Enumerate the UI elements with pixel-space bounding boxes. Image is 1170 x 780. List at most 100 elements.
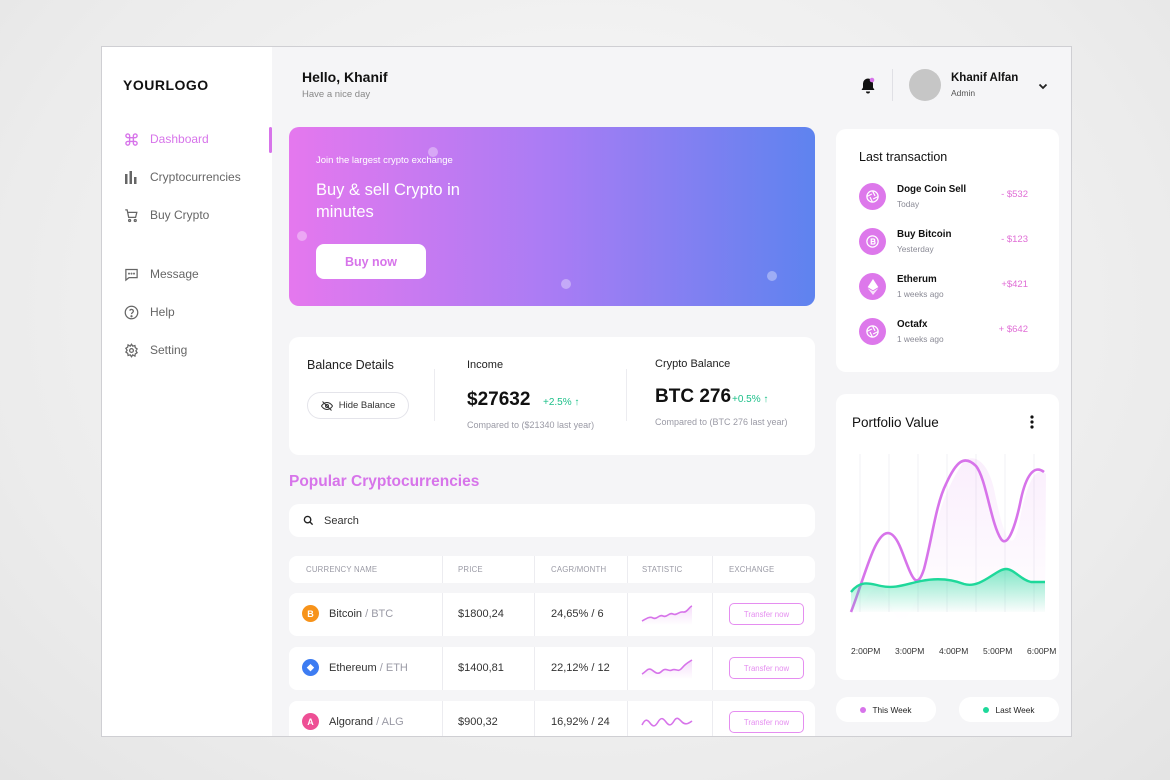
transaction-name: Etherum <box>897 274 937 285</box>
buy-now-button[interactable]: Buy now <box>316 244 426 279</box>
greeting: Hello, Khanif <box>302 69 388 85</box>
banner-headline: Buy & sell Crypto in minutes <box>316 181 460 221</box>
transaction-date: Yesterday <box>897 244 934 254</box>
balance-divider <box>434 369 435 421</box>
crypto-balance-note: Compared to (BTC 276 last year) <box>655 417 788 427</box>
sidebar-item-label: Cryptocurrencies <box>150 170 241 184</box>
crypto-change-text: +0.5% <box>732 394 761 405</box>
x-tick-label: 6:00PM <box>1027 646 1057 656</box>
legend-label: Last Week <box>995 704 1035 715</box>
avatar[interactable] <box>909 69 941 101</box>
crypto-balance-change: +0.5% ↑ <box>732 394 768 405</box>
cagr: 16,92% / 24 <box>551 716 610 728</box>
currency-symbol: / ETH <box>376 662 408 674</box>
legend-this-week[interactable]: This Week <box>836 697 936 722</box>
column-divider <box>442 647 443 690</box>
currency-symbol: / BTC <box>362 608 394 620</box>
x-tick-label: 2:00PM <box>851 646 881 656</box>
more-vertical-icon[interactable] <box>1026 414 1038 430</box>
legend-last-week[interactable]: Last Week <box>959 697 1059 722</box>
sidebar-item-cryptocurrencies[interactable]: Cryptocurrencies <box>123 167 241 187</box>
crypto-balance-label: Crypto Balance <box>655 358 731 370</box>
column-divider <box>534 701 535 736</box>
sidebar-item-help[interactable]: Help <box>123 302 175 322</box>
income-note: Compared to ($21340 last year) <box>467 420 595 430</box>
transfer-now-button[interactable]: Transfer now <box>729 711 804 733</box>
sparkline <box>641 659 693 679</box>
income-change-text: +2.5% <box>543 397 572 408</box>
table-row[interactable]: B Bitcoin / BTC $1800,24 24,65% / 6 Tran… <box>289 593 815 636</box>
currency-label: Ethereum <box>329 662 377 674</box>
eye-off-icon <box>320 400 333 411</box>
sidebar: YOURLOGO Dashboard Cryptocurrencies Buy … <box>102 47 272 736</box>
column-divider <box>627 647 628 690</box>
notification-bell-icon[interactable] <box>860 77 876 95</box>
legend-dot <box>983 706 990 713</box>
transaction-date: 1 weeks ago <box>897 289 944 299</box>
arrow-up-icon: ↑ <box>574 397 580 408</box>
promo-banner: Join the largest crypto exchange Buy & s… <box>289 127 815 306</box>
column-header: EXCHANGE <box>729 565 775 574</box>
currency-name: Algorand / ALG <box>329 716 404 728</box>
last-transaction-title: Last transaction <box>859 150 948 164</box>
sidebar-item-setting[interactable]: Setting <box>123 340 187 360</box>
sidebar-item-message[interactable]: Message <box>123 264 199 284</box>
table-header: CURRENCY NAME PRICE CAGR/MONTH STATISTIC… <box>289 556 815 583</box>
transaction-date: Today <box>897 199 920 209</box>
bitcoin-icon: B <box>302 605 319 622</box>
transaction-item[interactable]: Etherum 1 weeks ago +$421 <box>859 273 1039 305</box>
decor-dot <box>767 271 777 281</box>
last-transaction-card: Last transaction Doge Coin Sell Today - … <box>836 129 1059 372</box>
balance-title: Balance Details <box>307 358 394 372</box>
greeting-subtitle: Have a nice day <box>302 89 371 100</box>
transaction-name: Buy Bitcoin <box>897 229 952 240</box>
column-divider <box>712 647 713 690</box>
table-row[interactable]: ◆ Ethereum / ETH $1400,81 22,12% / 12 Tr… <box>289 647 815 690</box>
app-window: YOURLOGO Dashboard Cryptocurrencies Buy … <box>101 46 1072 737</box>
column-header: STATISTIC <box>642 565 683 574</box>
currency-name: Ethereum / ETH <box>329 662 408 674</box>
sparkline <box>641 717 693 727</box>
hide-balance-button[interactable]: Hide Balance <box>307 392 409 419</box>
ethereum-icon <box>859 273 886 300</box>
currency-symbol: / ALG <box>373 716 404 728</box>
transaction-name: Octafx <box>897 319 928 330</box>
transaction-name: Doge Coin Sell <box>897 184 967 195</box>
column-divider <box>534 593 535 636</box>
cagr: 22,12% / 12 <box>551 662 610 674</box>
transaction-item[interactable]: Octafx 1 weeks ago + $642 <box>859 318 1039 350</box>
sidebar-item-buy-crypto[interactable]: Buy Crypto <box>123 205 209 225</box>
header-divider <box>892 69 893 101</box>
portfolio-card: Portfolio Value 2:00PM 3:00PM 4:00PM 5:0… <box>836 394 1059 680</box>
column-divider <box>442 701 443 736</box>
price: $1800,24 <box>458 608 504 620</box>
column-divider <box>627 556 628 583</box>
crypto-balance-value: BTC 276 <box>655 386 732 407</box>
table-row[interactable]: A Algorand / ALG $900,32 16,92% / 24 Tra… <box>289 701 815 736</box>
aperture-icon <box>859 183 886 210</box>
transaction-item[interactable]: Buy Bitcoin Yesterday - $123 <box>859 228 1039 260</box>
x-tick-label: 4:00PM <box>939 646 969 656</box>
x-tick-label: 5:00PM <box>983 646 1013 656</box>
balance-divider <box>626 369 627 421</box>
transfer-now-button[interactable]: Transfer now <box>729 657 804 679</box>
chevron-down-icon[interactable] <box>1037 79 1049 91</box>
column-divider <box>627 593 628 636</box>
currency-label: Bitcoin <box>329 608 363 620</box>
popular-title: Popular Cryptocurrencies <box>289 473 480 490</box>
transaction-item[interactable]: Doge Coin Sell Today - $532 <box>859 183 1039 215</box>
user-role: Admin <box>951 88 976 98</box>
column-divider <box>442 593 443 636</box>
transaction-amount: - $532 <box>1001 189 1028 200</box>
column-header: PRICE <box>458 565 483 574</box>
bitcoin-icon <box>859 228 886 255</box>
bar-chart-icon <box>123 169 139 185</box>
transfer-now-button[interactable]: Transfer now <box>729 603 804 625</box>
banner-kicker: Join the largest crypto exchange <box>316 155 453 166</box>
search-input[interactable] <box>324 514 724 527</box>
sidebar-item-label: Message <box>150 267 199 281</box>
cagr: 24,65% / 6 <box>551 608 604 620</box>
column-header: CAGR/MONTH <box>551 565 607 574</box>
sidebar-item-dashboard[interactable]: Dashboard <box>123 129 209 149</box>
arrow-up-icon: ↑ <box>763 394 769 405</box>
